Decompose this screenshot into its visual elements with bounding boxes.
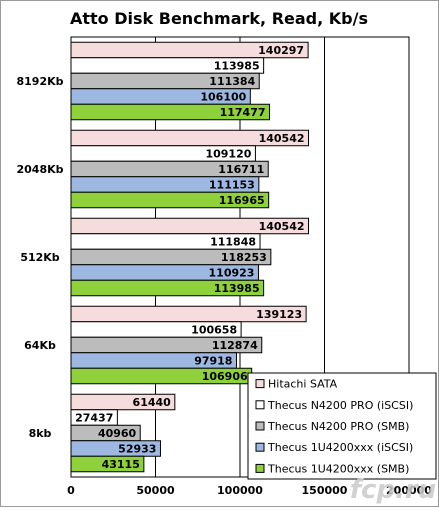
data-label: 111153 (209, 179, 255, 192)
legend-entry: Thecus 1U4200xxx (iSCSI) (267, 441, 413, 454)
legend-box (247, 372, 437, 480)
data-label: 113985 (214, 282, 260, 295)
category-label: 64Kb (24, 339, 56, 352)
data-label: 52933 (118, 443, 156, 456)
category-label: 512Kb (20, 251, 59, 264)
data-label: 109120 (205, 148, 251, 161)
data-label: 43115 (102, 458, 140, 471)
data-label: 140542 (259, 220, 305, 233)
legend-swatch (255, 400, 265, 410)
data-label: 117477 (220, 106, 266, 119)
data-label: 100658 (191, 324, 237, 337)
legend: Hitachi SATA Thecus N4200 PRO (iSCSI) Thec… (247, 372, 437, 480)
legend-swatch (255, 379, 265, 389)
legend-entry: Thecus N4200 PRO (SMB) (267, 420, 409, 433)
data-label: 113985 (214, 60, 260, 73)
legend-entry: Thecus N4200 PRO (iSCSI) (267, 399, 413, 412)
x-tick-label: 100000 (217, 484, 263, 497)
bar (70, 279, 265, 297)
data-label: 112874 (212, 339, 258, 352)
data-label: 140542 (259, 132, 305, 145)
data-label: 116965 (219, 194, 265, 207)
legend-entry: Thecus 1U4200xxx (SMB) (267, 462, 409, 475)
category-label: 8kb (29, 427, 52, 440)
data-label: 40960 (98, 427, 137, 440)
data-label: 27437 (75, 412, 113, 425)
data-label: 110923 (209, 267, 255, 280)
x-tick-label: 200000 (386, 484, 432, 497)
data-label: 139123 (256, 308, 302, 321)
bar (70, 191, 270, 209)
data-label: 61440 (133, 396, 172, 409)
legend-entry: Hitachi SATA (268, 378, 338, 391)
data-label: 106906 (202, 370, 248, 383)
bar (70, 393, 176, 411)
watermark-logo: fcp.ru (350, 475, 437, 505)
data-label: 116711 (218, 163, 264, 176)
legend-swatch (255, 442, 265, 452)
category-label: 8192Kb (16, 75, 63, 88)
chart-title: Atto Disk Benchmark, Read, Kb/s (70, 9, 368, 28)
bar-series: 140297 113985 111384 106100 117477 140542 1091… (70, 41, 310, 473)
x-tick-label: 50000 (136, 484, 175, 497)
data-label: 111384 (209, 75, 255, 88)
legend-swatch (255, 421, 265, 431)
data-label: 118253 (221, 251, 267, 264)
bar (70, 103, 271, 121)
category-labels: 8192Kb 2048Kb 512Kb 64Kb 8kb (16, 75, 63, 440)
x-tick-label: 0 (67, 484, 75, 497)
data-label: 106100 (200, 91, 246, 104)
data-label: 111848 (210, 236, 256, 249)
category-label: 2048Kb (16, 163, 63, 176)
bar (70, 455, 145, 473)
x-tick-label: 150000 (302, 484, 348, 497)
legend-swatch (255, 463, 265, 473)
data-label: 140297 (258, 44, 304, 57)
x-tick-labels: 0 50000 100000 150000 200000 (67, 484, 432, 497)
data-label: 97918 (194, 355, 232, 368)
